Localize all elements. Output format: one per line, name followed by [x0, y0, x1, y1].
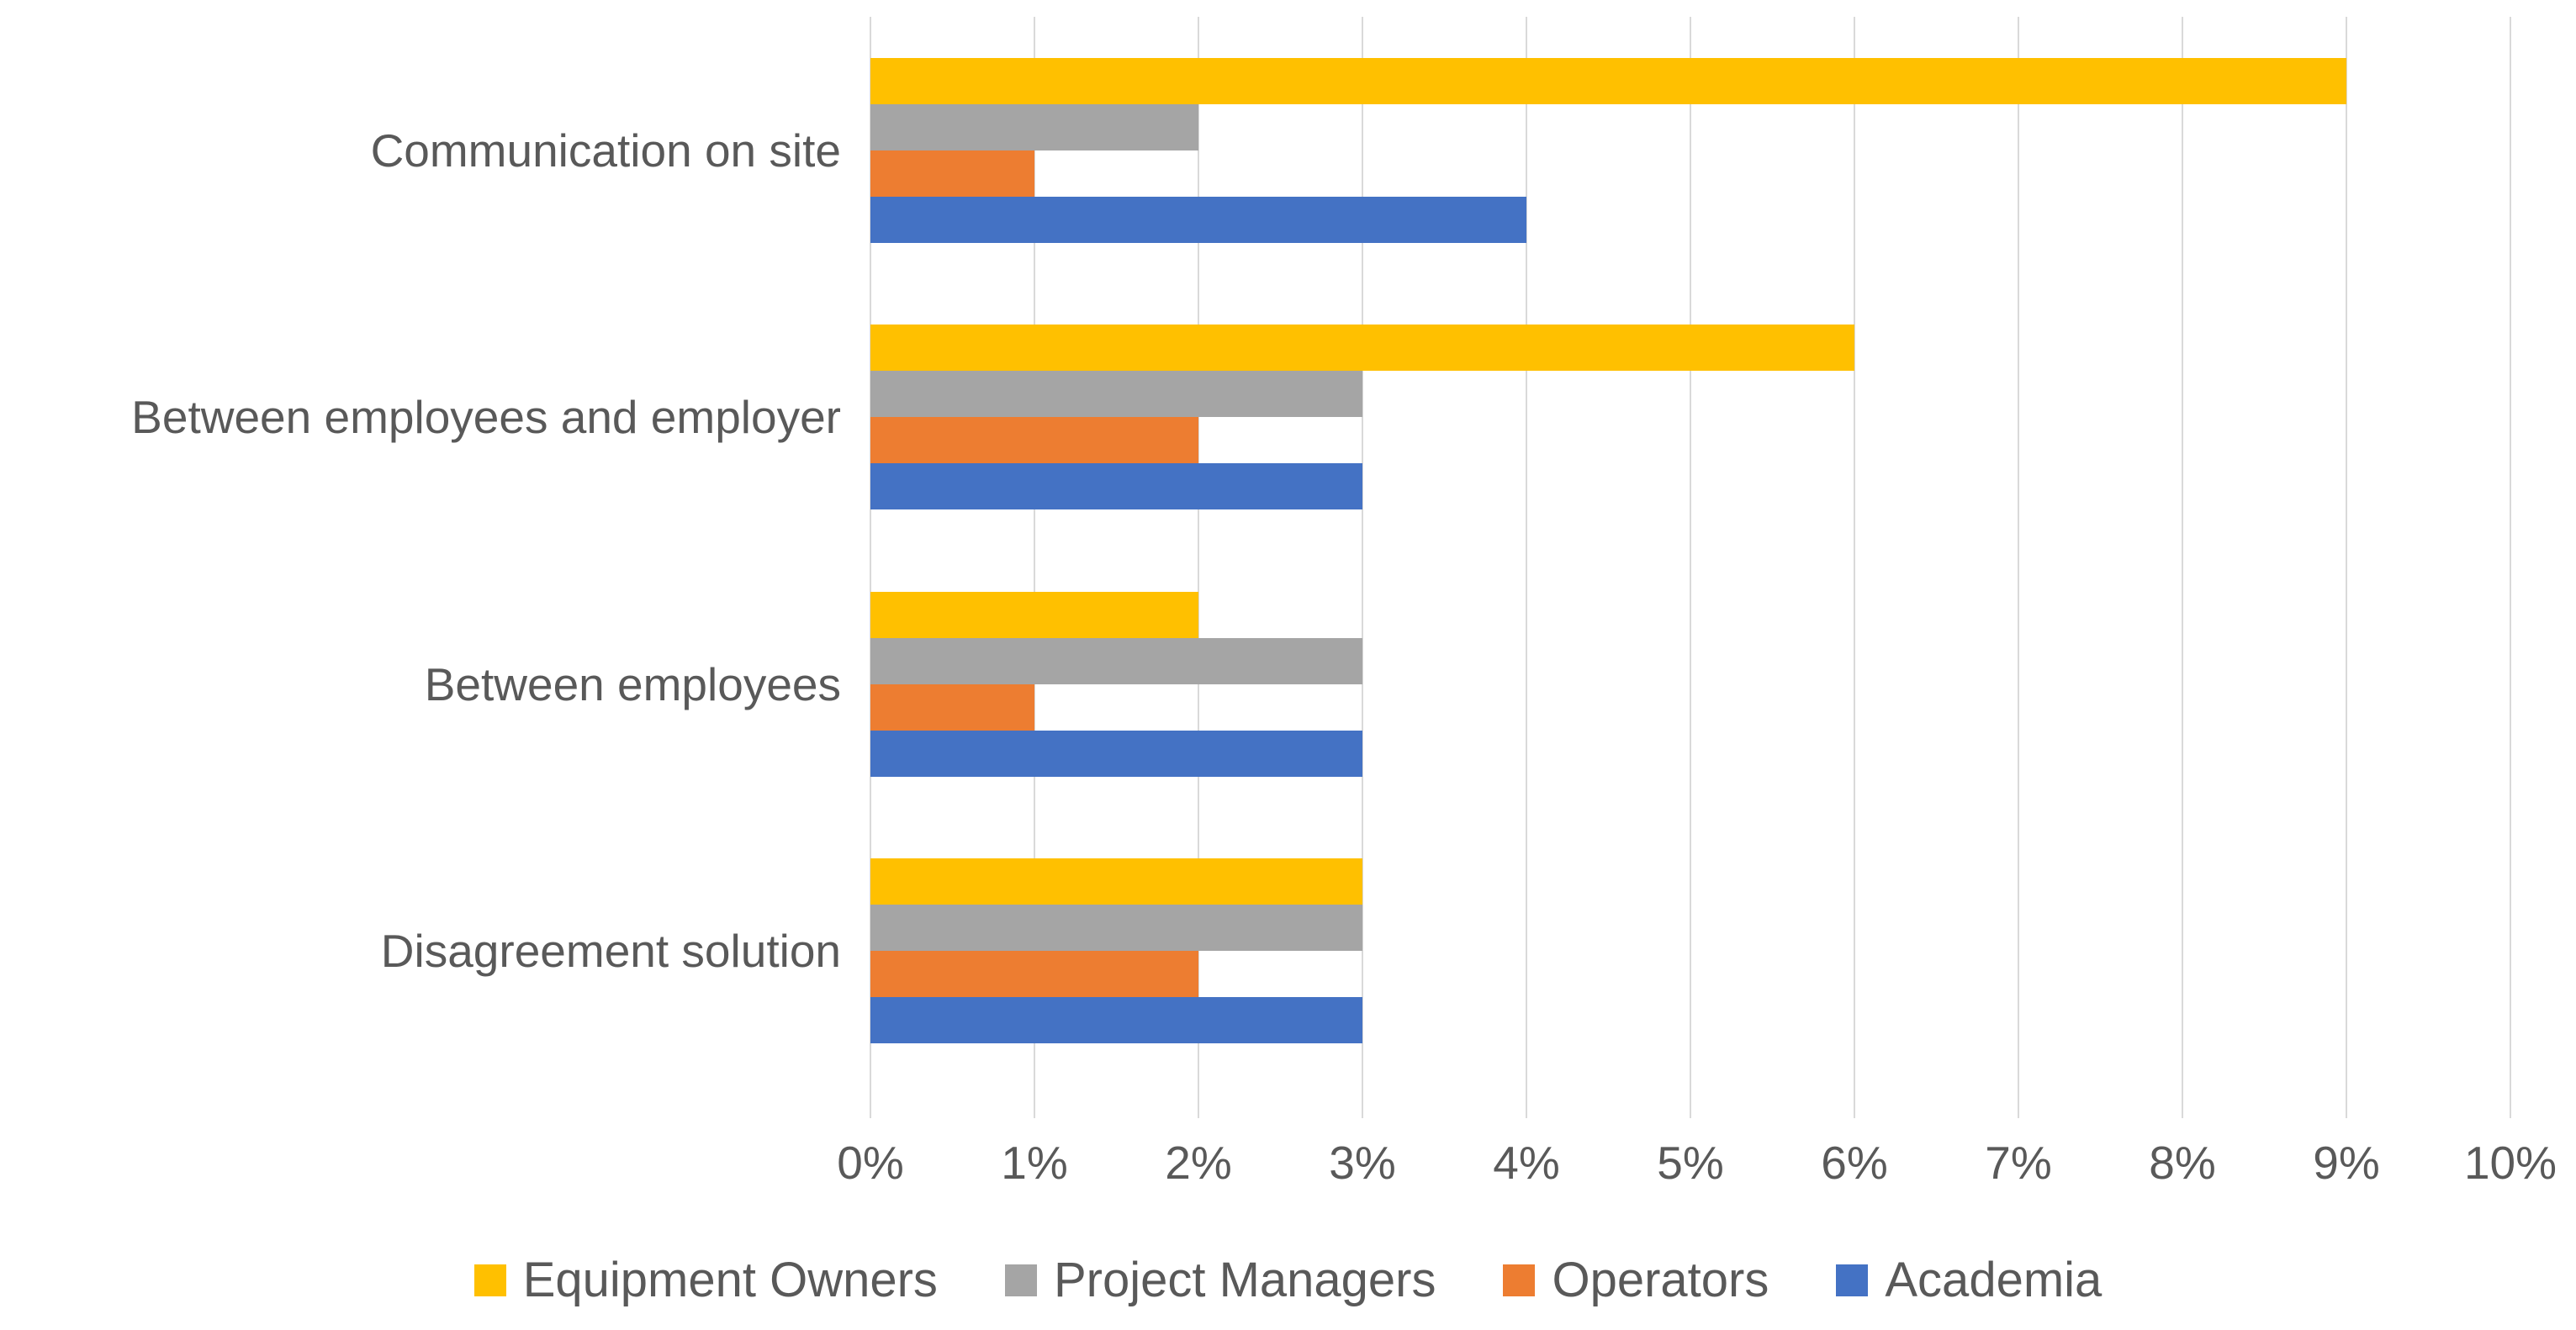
axis-tick: [2182, 1085, 2183, 1118]
category-label-communication-on-site: Communication on site: [370, 124, 841, 177]
axis-tick: [1034, 1085, 1035, 1118]
axis-tick-label: 3%: [1329, 1137, 1396, 1189]
legend-swatch-academia: [1836, 1264, 1869, 1296]
legend-item-academia: Academia: [1836, 1254, 2102, 1306]
bar-academia-disagreement-solution: [870, 997, 1362, 1044]
gridline: [1034, 17, 1035, 1085]
bar-equipment-owners-between-employees-and-employer: [870, 325, 1854, 372]
category-label-disagreement-solution: Disagreement solution: [380, 925, 841, 978]
bar-project-managers-communication-on-site: [870, 103, 1198, 150]
legend-label-equipment-owners: Equipment Owners: [522, 1253, 938, 1307]
bar-equipment-owners-disagreement-solution: [870, 858, 1362, 905]
legend-label-project-managers: Project Managers: [1053, 1253, 1436, 1307]
legend-swatch-project-managers: [1004, 1264, 1037, 1296]
gridline: [1362, 17, 1363, 1085]
axis-tick: [1526, 1085, 1527, 1118]
bar-project-managers-disagreement-solution: [870, 905, 1362, 952]
legend-item-project-managers: Project Managers: [1004, 1253, 1436, 1307]
gridline: [1526, 17, 1527, 1085]
bar-academia-communication-on-site: [870, 196, 1526, 243]
axis-tick: [2018, 1085, 2019, 1118]
axis-tick: [2346, 1085, 2347, 1118]
axis-tick: [2510, 1085, 2511, 1118]
axis-tick: [1198, 1085, 1199, 1118]
gridline: [2182, 17, 2183, 1085]
category-label-between-employees: Between employees: [424, 657, 841, 710]
legend: Equipment Owners Project Managers Operator…: [0, 1254, 2576, 1306]
legend-item-equipment-owners: Equipment Owners: [473, 1253, 938, 1307]
axis-tick: [870, 1085, 871, 1118]
bar-equipment-owners-between-employees: [870, 591, 1198, 638]
axis-tick-label: 9%: [2313, 1137, 2380, 1189]
gridline: [2346, 17, 2347, 1085]
axis-tick-label: 2%: [1165, 1137, 1232, 1189]
legend-label-academia: Academia: [1885, 1253, 2103, 1307]
axis-tick-label: 1%: [1001, 1137, 1068, 1189]
plot-area: [870, 17, 2511, 1085]
axis-tick-label: 8%: [2149, 1137, 2216, 1189]
gridline: [1690, 17, 1691, 1085]
category-label-between-employees-and-employer: Between employees and employer: [131, 391, 841, 444]
axis-tick-label: 7%: [1985, 1137, 2052, 1189]
gridline: [2018, 17, 2019, 1085]
bar-operators-disagreement-solution: [870, 951, 1198, 998]
axis-tick-label: 4%: [1493, 1137, 1560, 1189]
gridline: [2510, 17, 2511, 1085]
gridline: [1198, 17, 1199, 1085]
bar-academia-between-employees-and-employer: [870, 463, 1362, 510]
bar-operators-between-employees: [870, 683, 1034, 731]
bar-academia-between-employees: [870, 730, 1362, 777]
gridline: [870, 17, 871, 1085]
axis-tick-label: 5%: [1657, 1137, 1724, 1189]
axis-tick: [1854, 1085, 1855, 1118]
axis-tick-label: 0%: [837, 1137, 904, 1189]
legend-swatch-equipment-owners: [473, 1264, 506, 1296]
bar-operators-between-employees-and-employer: [870, 417, 1198, 464]
axis-tick-label: 6%: [1821, 1137, 1888, 1189]
axis-tick: [1690, 1085, 1691, 1118]
bar-project-managers-between-employees-and-employer: [870, 371, 1362, 418]
axis-tick: [1362, 1085, 1363, 1118]
axis-tick-label: 10%: [2463, 1137, 2557, 1189]
legend-swatch-operators: [1503, 1264, 1536, 1296]
gridline: [1854, 17, 1855, 1085]
bar-equipment-owners-communication-on-site: [870, 57, 2346, 104]
legend-label-operators: Operators: [1552, 1253, 1769, 1307]
bar-operators-communication-on-site: [870, 150, 1034, 197]
legend-item-operators: Operators: [1503, 1254, 1769, 1306]
bar-project-managers-between-employees: [870, 637, 1362, 684]
